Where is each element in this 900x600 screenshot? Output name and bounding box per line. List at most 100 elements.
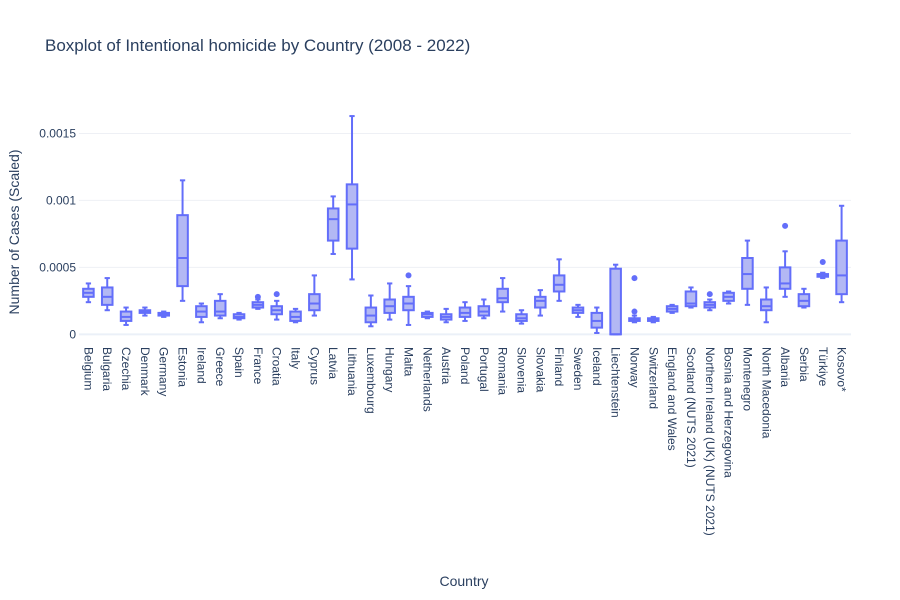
x-tick-label: Albania <box>778 347 792 387</box>
box-21[interactable] <box>477 298 491 320</box>
box-20[interactable] <box>458 301 472 322</box>
iqr-box <box>759 298 773 312</box>
x-tick-label: Switzerland <box>646 347 660 409</box>
x-tick-label: Czechia <box>119 347 133 391</box>
box-25[interactable] <box>552 258 566 302</box>
box-1[interactable] <box>100 277 114 312</box>
x-tick-label: Iceland <box>590 347 604 386</box>
x-tick-label: Portugal <box>477 347 491 392</box>
box-38[interactable] <box>797 287 811 309</box>
box-11[interactable] <box>289 307 302 324</box>
box-36[interactable] <box>759 286 773 324</box>
iqr-box <box>176 214 189 288</box>
x-tick-label: Norway <box>627 347 641 388</box>
box-33[interactable] <box>703 291 717 312</box>
box-29[interactable] <box>628 275 641 324</box>
x-tick-label: Spain <box>232 347 246 378</box>
box-17[interactable] <box>402 272 415 326</box>
box-23[interactable] <box>515 309 528 325</box>
x-tick-label: Slovakia <box>533 347 547 393</box>
iqr-box <box>684 290 698 308</box>
x-tick-label: Kosovo* <box>835 347 849 392</box>
box-31[interactable] <box>665 303 679 314</box>
box-2[interactable] <box>119 306 133 326</box>
box-4[interactable] <box>157 310 171 318</box>
box-35[interactable] <box>741 239 754 306</box>
x-tick-label: England and Wales <box>665 347 679 451</box>
y-tick-label: 0.0005 <box>39 260 76 274</box>
box-32[interactable] <box>684 286 698 309</box>
box-26[interactable] <box>571 303 585 318</box>
box-5[interactable] <box>176 179 189 302</box>
y-tick-label: 0 <box>69 327 76 341</box>
x-tick-label: Montenegro <box>740 347 754 411</box>
x-tick-label: North Macedonia <box>759 347 773 439</box>
box-40[interactable] <box>835 204 848 304</box>
iqr-box <box>496 287 509 304</box>
box-0[interactable] <box>82 282 95 304</box>
x-tick-label: Sweden <box>571 347 585 390</box>
outlier-point[interactable] <box>631 308 638 315</box>
iqr-box <box>308 293 321 312</box>
box-8[interactable] <box>232 311 246 321</box>
x-tick-label: Greece <box>213 347 227 387</box>
outlier-point[interactable] <box>405 272 412 279</box>
box-3[interactable] <box>138 306 152 317</box>
chart-title: Boxplot of Intentional homicide by Count… <box>45 36 470 55</box>
x-tick-label: Finland <box>552 347 566 386</box>
box-27[interactable] <box>590 306 604 334</box>
outlier-point[interactable] <box>706 291 713 298</box>
x-axis-title: Country <box>439 573 488 589</box>
x-tick-label: Bosnia and Herzegovina <box>722 347 736 478</box>
outlier-point[interactable] <box>254 293 261 300</box>
box-39[interactable] <box>816 259 830 280</box>
box-16[interactable] <box>383 282 396 321</box>
y-tick-label: 0.001 <box>46 193 76 207</box>
x-tick-label: Germany <box>157 347 171 396</box>
iqr-box <box>609 267 622 336</box>
grid-layer <box>79 132 851 336</box>
box-10[interactable] <box>270 291 283 321</box>
box-14[interactable] <box>345 115 359 281</box>
x-tick-label: Liechtenstein <box>609 347 623 418</box>
box-34[interactable] <box>722 290 735 305</box>
x-tick-label: Italy <box>289 347 303 369</box>
box-12[interactable] <box>308 274 321 317</box>
box-22[interactable] <box>496 277 509 313</box>
box-28[interactable] <box>609 263 622 336</box>
x-tick-label: Poland <box>458 347 472 384</box>
x-tick-label: Austria <box>439 347 453 385</box>
box-7[interactable] <box>213 293 227 320</box>
x-tick-label: Denmark <box>138 347 152 397</box>
iqr-box <box>778 266 792 290</box>
x-tick-label: Ireland <box>194 347 208 384</box>
box-layer <box>82 115 848 336</box>
iqr-box <box>326 207 340 242</box>
outlier-point[interactable] <box>782 222 789 229</box>
box-30[interactable] <box>647 315 660 324</box>
x-tick-label: France <box>251 347 265 385</box>
x-tick-label: Estonia <box>176 347 190 387</box>
iqr-box <box>552 274 566 293</box>
x-tick-label: Malta <box>402 347 416 377</box>
iqr-box <box>213 299 227 317</box>
x-tick-label: Scotland (NUTS 2021) <box>684 347 698 468</box>
outlier-point[interactable] <box>819 259 826 266</box>
x-tick-label: Türkiye <box>816 347 830 387</box>
y-axis-title: Number of Cases (Scaled) <box>6 150 22 315</box>
box-13[interactable] <box>326 195 340 255</box>
iqr-box <box>345 183 359 250</box>
outlier-point[interactable] <box>273 291 280 298</box>
x-tick-label: Serbia <box>797 347 811 382</box>
box-15[interactable] <box>364 294 378 328</box>
outlier-point[interactable] <box>631 275 638 282</box>
box-18[interactable] <box>421 310 434 320</box>
x-tick-layer: Belgium Bulgaria Czechia Denmark Germany Esto… <box>81 347 848 536</box>
box-9[interactable] <box>251 293 265 310</box>
box-6[interactable] <box>195 302 208 324</box>
y-tick-layer: 0 0.0005 0.001 0.0015 <box>39 126 76 341</box>
box-24[interactable] <box>534 289 547 317</box>
box-19[interactable] <box>439 307 453 324</box>
box-37[interactable] <box>778 222 792 298</box>
